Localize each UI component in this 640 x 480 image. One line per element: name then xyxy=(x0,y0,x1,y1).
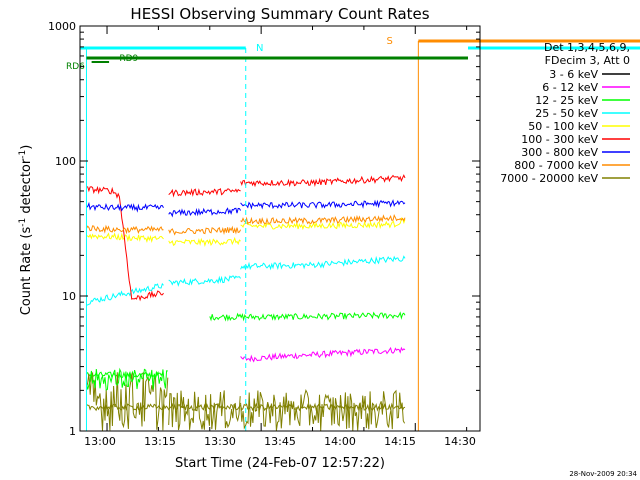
series-25-50keV xyxy=(86,255,406,306)
series-100-300keV xyxy=(86,174,406,302)
series-line xyxy=(240,199,406,210)
series-line xyxy=(240,217,406,231)
series-6-12keV xyxy=(240,346,406,363)
x-axis-label: Start Time (24-Feb-07 12:57:22) xyxy=(175,456,385,471)
axis-layer: 1 10 100 1000 13:00 13:15 13:30 13:45 14:00 14:15… xyxy=(48,20,481,448)
timestamp: 28-Nov-2009 20:34 xyxy=(569,470,637,478)
rd6-flag-label: RD6 xyxy=(66,62,85,72)
series-line xyxy=(86,282,164,306)
y-tick-label: 1000 xyxy=(48,20,76,33)
annotation-layer: N S RD9 RD6 xyxy=(66,36,640,431)
band-olive-3 xyxy=(240,389,406,431)
chart-title: HESSI Observing Summary Count Rates xyxy=(130,5,429,23)
series-line xyxy=(168,236,241,247)
legend-entry-label: 800 - 7000 keV xyxy=(514,159,598,172)
series-line xyxy=(168,225,242,236)
series-line xyxy=(168,275,242,287)
legend: Det 1,3,4,5,6,9, FDecim 3, Att 0 3 - 6 k… xyxy=(500,41,630,185)
legend-header-line-1: Det 1,3,4,5,6,9, xyxy=(544,41,630,54)
y-tick-label: 1 xyxy=(69,425,76,438)
x-tick-label: 13:45 xyxy=(264,435,296,448)
x-tick-label: 13:00 xyxy=(84,435,116,448)
legend-entry-label: 7000 - 20000 keV xyxy=(500,172,598,185)
series-line xyxy=(86,201,164,213)
saa-flag-label: S xyxy=(386,36,392,47)
series-300-800keV xyxy=(86,199,406,218)
legend-entry-label: 12 - 25 keV xyxy=(535,94,598,107)
legend-entry-label: 300 - 800 keV xyxy=(521,146,598,159)
plot-frame xyxy=(79,25,481,432)
series-line xyxy=(240,346,406,363)
band-olive-2 xyxy=(168,390,241,431)
series-line xyxy=(240,174,406,188)
y-tick-label: 100 xyxy=(55,155,76,168)
x-tick-label: 13:30 xyxy=(204,435,236,448)
legend-entry-label: 3 - 6 keV xyxy=(549,68,598,81)
series-line xyxy=(168,187,241,198)
rd9-flag-label: RD9 xyxy=(119,54,138,64)
legend-entry-label: 100 - 300 keV xyxy=(521,133,598,146)
series-line xyxy=(240,214,406,225)
x-tick-label: 14:15 xyxy=(384,435,416,448)
series-line xyxy=(86,224,164,235)
series-line xyxy=(86,185,164,302)
series-line xyxy=(86,232,164,244)
x-tick-label: 14:30 xyxy=(444,435,476,448)
legend-entry-label: 6 - 12 keV xyxy=(542,81,598,94)
series-line xyxy=(209,311,406,322)
legend-header-line-2: FDecim 3, Att 0 xyxy=(545,54,630,67)
legend-entry-label: 25 - 50 keV xyxy=(535,107,598,120)
x-tick-label: 13:15 xyxy=(144,435,176,448)
band-green-1 xyxy=(86,367,168,391)
y-axis-label: Count Rate (s-1 detector-1) xyxy=(18,145,34,316)
series-layer xyxy=(86,174,406,431)
series-800-7000keV xyxy=(86,214,406,236)
x-tick-label: 14:00 xyxy=(324,435,356,448)
series-line xyxy=(168,207,242,218)
series-line xyxy=(240,255,406,271)
series-50-100keV xyxy=(86,217,406,247)
y-tick-label: 10 xyxy=(62,290,76,303)
legend-entry-label: 50 - 100 keV xyxy=(528,120,598,133)
night-flag-label: N xyxy=(256,43,263,54)
